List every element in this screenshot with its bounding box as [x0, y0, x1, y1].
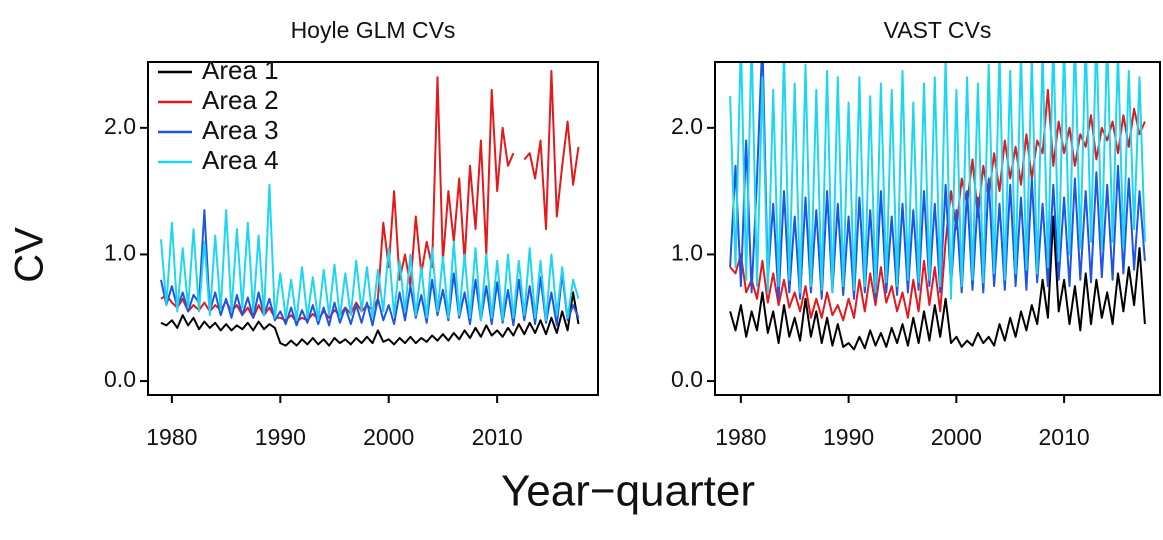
series-line: [160, 291, 580, 347]
chart-title: Hoyle GLM CVs: [291, 17, 456, 43]
y-tick-label: 1.0: [671, 240, 703, 266]
x-tick-label: 1990: [255, 424, 306, 450]
plot-area: [729, 62, 1146, 351]
series-line: [160, 209, 580, 327]
legend-label: Area 4: [202, 145, 279, 175]
y-tick-label: 2.0: [671, 113, 703, 139]
x-tick-label: 2010: [472, 424, 523, 450]
series-line: [729, 88, 1146, 322]
x-tick-label: 2000: [931, 424, 982, 450]
y-tick-label: 1.0: [104, 240, 136, 266]
plot-frame: [147, 61, 599, 396]
legend-label: Area 3: [202, 115, 279, 145]
x-tick-label: 1990: [823, 424, 874, 450]
y-axis-label: CV: [8, 227, 52, 283]
series-line: [729, 215, 1146, 351]
series-line: [729, 62, 1146, 300]
plot-area: [160, 69, 580, 347]
plot-frame: [714, 61, 1161, 396]
x-tick-label: 1980: [146, 424, 197, 450]
x-axis-label: Year−quarter: [501, 467, 755, 516]
y-tick-label: 0.0: [104, 366, 136, 392]
chart-title: VAST CVs: [884, 17, 992, 43]
y-tick-label: 2.0: [104, 113, 136, 139]
legend-label: Area 1: [202, 55, 279, 85]
series-line: [160, 183, 580, 322]
legend-label: Area 2: [202, 85, 279, 115]
x-tick-label: 2010: [1039, 424, 1090, 450]
x-tick-label: 1980: [715, 424, 766, 450]
y-tick-label: 0.0: [671, 366, 703, 392]
x-tick-label: 2000: [363, 424, 414, 450]
